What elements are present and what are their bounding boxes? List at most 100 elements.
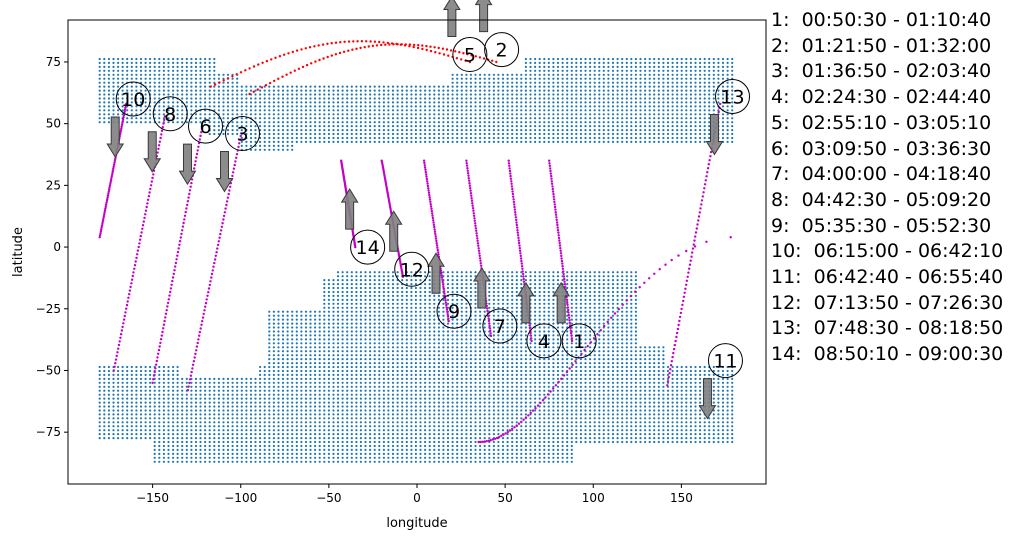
coverage-point bbox=[657, 397, 660, 400]
coverage-point bbox=[268, 452, 271, 455]
coverage-point bbox=[497, 381, 500, 384]
coverage-point bbox=[456, 322, 459, 325]
coverage-point bbox=[162, 452, 165, 455]
coverage-point bbox=[607, 306, 610, 309]
coverage-point bbox=[552, 290, 555, 294]
coverage-point bbox=[341, 342, 344, 345]
coverage-point bbox=[414, 358, 417, 361]
coverage-point bbox=[556, 456, 560, 459]
coverage-point bbox=[167, 460, 170, 463]
coverage-point bbox=[158, 433, 161, 436]
coverage-point bbox=[634, 401, 638, 404]
coverage-point bbox=[479, 429, 482, 432]
coverage-point bbox=[410, 358, 413, 361]
coverage-point bbox=[332, 452, 335, 455]
coverage-point bbox=[442, 393, 445, 396]
coverage-point bbox=[103, 437, 106, 440]
coverage-point bbox=[538, 326, 541, 329]
coverage-point bbox=[570, 322, 573, 325]
coverage-point bbox=[369, 294, 372, 297]
coverage-point bbox=[552, 310, 555, 313]
coverage-point bbox=[277, 385, 280, 388]
coverage-point bbox=[547, 448, 550, 451]
coverage-point bbox=[579, 283, 583, 286]
coverage-point bbox=[428, 326, 431, 329]
coverage-point bbox=[263, 409, 266, 412]
coverage-point bbox=[492, 389, 495, 392]
coverage-point bbox=[501, 350, 505, 353]
coverage-point bbox=[598, 409, 601, 412]
coverage-point bbox=[405, 271, 408, 274]
coverage-point bbox=[391, 279, 395, 282]
coverage-point bbox=[304, 452, 308, 455]
coverage-point bbox=[442, 326, 445, 329]
coverage-point bbox=[611, 330, 615, 333]
coverage-point bbox=[442, 350, 445, 353]
coverage-point bbox=[593, 409, 596, 412]
coverage-point bbox=[336, 350, 340, 353]
coverage-point bbox=[144, 405, 147, 408]
coverage-point bbox=[694, 401, 697, 404]
coverage-point bbox=[566, 373, 569, 376]
coverage-point bbox=[479, 413, 482, 416]
coverage-point bbox=[414, 362, 417, 365]
coverage-point bbox=[492, 318, 495, 321]
coverage-point bbox=[561, 326, 564, 329]
coverage-point bbox=[226, 413, 230, 416]
coverage-point bbox=[213, 429, 216, 432]
coverage-point bbox=[126, 433, 129, 436]
coverage-point bbox=[442, 377, 445, 380]
coverage-point bbox=[497, 318, 500, 321]
coverage-point bbox=[529, 389, 532, 392]
coverage-point bbox=[190, 460, 193, 463]
coverage-point bbox=[382, 310, 385, 313]
coverage-point bbox=[543, 425, 546, 428]
coverage-point bbox=[295, 440, 298, 444]
coverage-point bbox=[314, 346, 317, 349]
coverage-point bbox=[657, 381, 660, 384]
coverage-point bbox=[387, 326, 390, 329]
coverage-point bbox=[396, 314, 399, 317]
coverage-point bbox=[460, 377, 463, 380]
coverage-point bbox=[336, 365, 340, 369]
coverage-point bbox=[135, 421, 138, 424]
coverage-point bbox=[456, 452, 459, 455]
coverage-point bbox=[666, 405, 670, 408]
coverage-point bbox=[350, 350, 353, 353]
coverage-point bbox=[497, 456, 500, 459]
coverage-point bbox=[689, 373, 693, 376]
coverage-point bbox=[721, 365, 725, 369]
coverage-point bbox=[323, 294, 326, 297]
coverage-point bbox=[630, 322, 633, 325]
coverage-point bbox=[373, 385, 376, 388]
coverage-point bbox=[401, 306, 404, 309]
coverage-point bbox=[465, 433, 468, 436]
coverage-point bbox=[364, 286, 367, 290]
coverage-point bbox=[579, 338, 583, 341]
coverage-point bbox=[584, 365, 587, 369]
coverage-point bbox=[327, 294, 330, 297]
coverage-point bbox=[529, 373, 532, 376]
coverage-point bbox=[474, 409, 477, 412]
coverage-point bbox=[598, 318, 601, 321]
coverage-point bbox=[474, 338, 477, 341]
coverage-point bbox=[442, 440, 445, 444]
coverage-point bbox=[217, 460, 220, 463]
coverage-point bbox=[401, 456, 404, 459]
coverage-point bbox=[405, 397, 408, 400]
coverage-point bbox=[181, 397, 184, 400]
coverage-point bbox=[126, 389, 129, 392]
coverage-point bbox=[575, 275, 578, 278]
coverage-point bbox=[369, 365, 372, 369]
coverage-point bbox=[653, 433, 656, 436]
coverage-point bbox=[598, 377, 601, 380]
coverage-point bbox=[556, 279, 560, 282]
coverage-point bbox=[529, 456, 532, 459]
coverage-point bbox=[304, 413, 308, 416]
coverage-point bbox=[437, 342, 440, 345]
coverage-point bbox=[676, 413, 679, 416]
coverage-point bbox=[162, 397, 165, 400]
coverage-point bbox=[236, 456, 239, 459]
coverage-point bbox=[291, 326, 294, 329]
coverage-point bbox=[584, 290, 587, 294]
